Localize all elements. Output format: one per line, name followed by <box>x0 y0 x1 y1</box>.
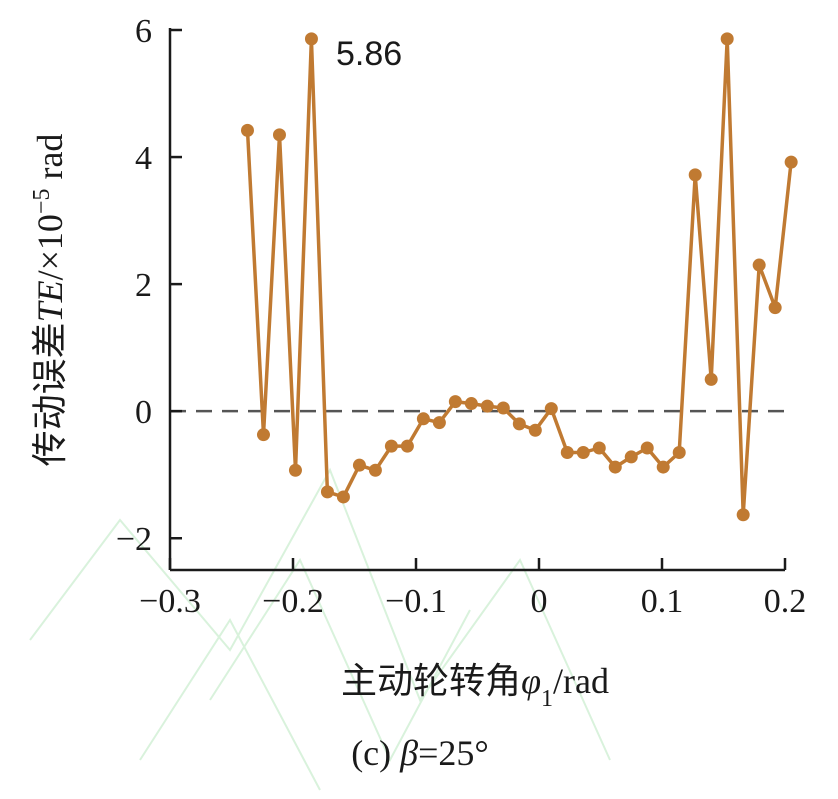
x-tick-label: −0.3 <box>139 583 201 620</box>
data-point <box>448 395 462 409</box>
data-point <box>256 428 270 442</box>
x-tick-label: 0 <box>531 583 548 620</box>
data-point <box>720 32 734 46</box>
x-axis-label: 主动轮转角φ1/rad <box>341 661 609 712</box>
data-point <box>368 463 382 477</box>
x-tick-label: −0.2 <box>262 583 324 620</box>
data-point <box>704 372 718 386</box>
data-point <box>688 168 702 182</box>
data-point <box>512 417 526 431</box>
series-line <box>245 37 793 517</box>
data-point <box>432 416 446 430</box>
data-point <box>544 402 558 416</box>
data-point <box>496 401 510 415</box>
data-point <box>384 439 398 453</box>
data-point <box>640 441 654 455</box>
peak-annotation: 5.86 <box>336 35 402 73</box>
x-tick-label: 0.1 <box>641 583 684 620</box>
y-tick-label: 4 <box>135 140 152 177</box>
y-tick-label: 0 <box>135 394 152 431</box>
data-point <box>240 123 254 137</box>
data-point <box>416 412 430 426</box>
data-point <box>304 32 318 46</box>
data-point <box>592 441 606 455</box>
data-point <box>288 463 302 477</box>
data-point <box>560 445 574 459</box>
data-point <box>576 445 590 459</box>
x-tick-label: 0.2 <box>764 583 807 620</box>
data-point <box>480 399 494 413</box>
figure-caption: (c) β=25° <box>351 733 489 773</box>
data-point <box>768 301 782 315</box>
watermark <box>29 467 611 791</box>
y-tick-label: 6 <box>135 13 152 50</box>
y-tick-label: −2 <box>116 521 152 558</box>
data-point <box>272 128 286 142</box>
data-point <box>656 460 670 474</box>
data-point <box>752 258 766 272</box>
y-axis-label: 传动误差TE/×10−5 rad <box>29 134 70 467</box>
data-point <box>320 485 334 499</box>
data-point <box>336 490 350 504</box>
data-point <box>464 397 478 411</box>
y-tick-label: 2 <box>135 267 152 304</box>
data-point <box>400 439 414 453</box>
data-point <box>736 508 750 522</box>
data-point <box>608 460 622 474</box>
x-tick-label: −0.1 <box>385 583 447 620</box>
data-point <box>672 445 686 459</box>
data-point <box>624 450 638 464</box>
data-point <box>352 458 366 472</box>
data-point <box>784 155 798 169</box>
data-point <box>528 423 542 437</box>
